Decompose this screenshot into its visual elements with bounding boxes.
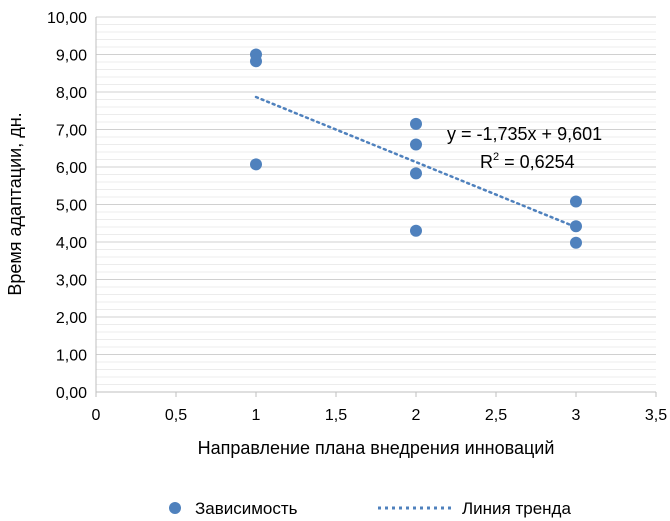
data-points [250,48,582,249]
y-tick-label: 8,00 [56,85,87,102]
y-tick-labels: 0,00 1,00 2,00 3,00 4,00 5,00 6,00 7,00 8,00 9,00… [47,10,87,402]
y-tick-label: 9,00 [56,48,87,65]
x-tick-label: 2 [412,407,421,424]
x-tick-label: 0 [92,407,101,424]
data-point [410,117,422,130]
x-tick-label: 1,5 [325,407,347,424]
y-tick-label: 3,00 [56,273,87,290]
y-tick-label: 6,00 [56,160,87,177]
trend-equation: y = -1,735x + 9,601 [447,124,602,144]
axes [95,17,656,393]
data-point [410,138,422,151]
trend-r-squared: R2 = 0,6254 [480,151,575,172]
r2-prefix: R [480,152,493,172]
y-tick-label: 4,00 [56,235,87,252]
legend-label-dependence: Зависимость [195,499,298,518]
x-axis-title: Направление плана внедрения инноваций [198,438,555,458]
data-point [570,220,582,233]
y-tick-label: 5,00 [56,198,87,215]
legend: Зависимость Линия тренда [169,499,571,518]
data-point [250,55,262,68]
legend-marker-dependence [169,502,181,514]
data-point [410,224,422,237]
data-point [570,195,582,208]
x-tick-label: 0,5 [165,407,187,424]
x-tick-label: 3 [572,407,581,424]
data-point [570,236,582,249]
r2-value: = 0,6254 [499,152,575,172]
y-tick-label: 7,00 [56,123,87,140]
legend-label-trendline: Линия тренда [462,499,571,518]
trendline [254,95,578,229]
trendline-layer [254,95,578,229]
y-tick-label: 2,00 [56,310,87,327]
x-tick-label: 3,5 [645,407,667,424]
y-axis-title: Время адаптации, дн. [5,112,25,295]
data-point [410,167,422,180]
data-point [250,158,262,171]
x-tick-labels: 0 0,5 1 1,5 2 2,5 3 3,5 [92,392,667,424]
x-tick-label: 1 [252,407,261,424]
x-tick-label: 2,5 [485,407,507,424]
y-tick-label: 0,00 [56,385,87,402]
y-tick-label: 10,00 [47,10,87,27]
grid-lines [96,16,656,385]
r2-superscript: 2 [493,151,499,163]
y-tick-label: 1,00 [56,348,87,365]
